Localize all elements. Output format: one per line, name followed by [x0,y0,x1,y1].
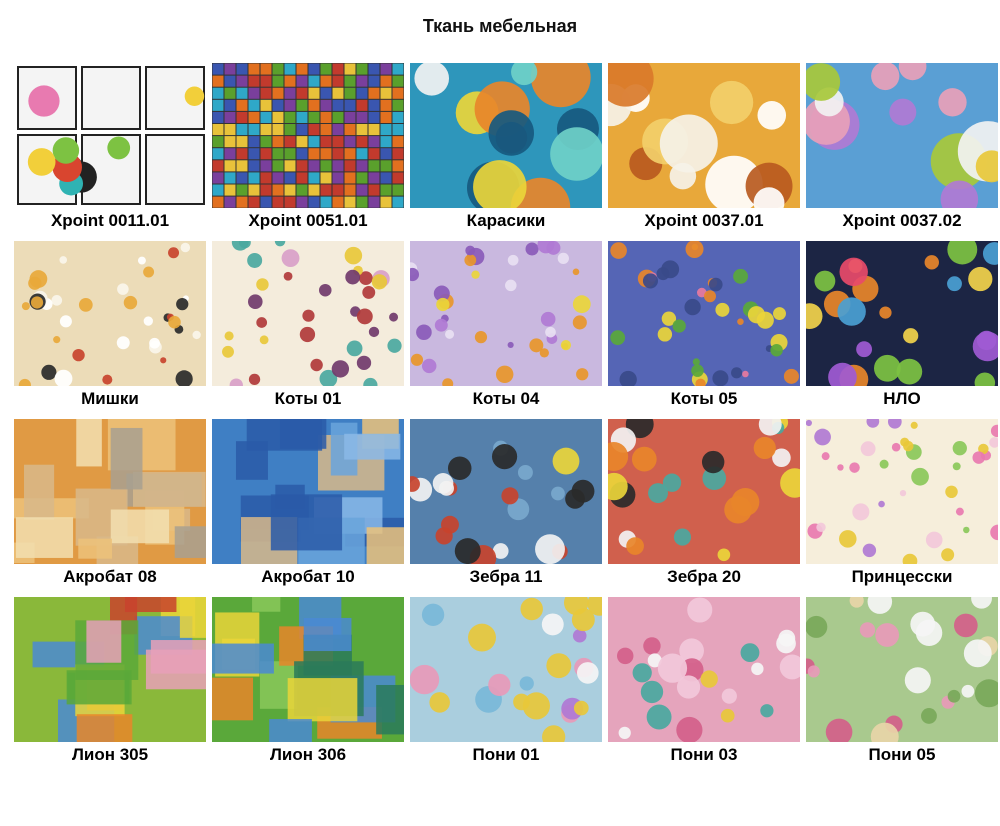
fabric-pattern-patch [212,419,404,564]
fabric-image[interactable] [14,419,206,564]
fabric-image[interactable] [410,597,602,742]
fabric-label: НЛО [883,389,921,408]
fabric-swatch[interactable]: Коты 04 [410,241,602,409]
fabric-label: Коты 05 [670,389,738,408]
fabric-label: Пони 05 [868,745,936,764]
fabric-image[interactable] [608,241,800,386]
fabric-pattern-patch [14,419,206,564]
page-title: Ткань мебельная [422,16,578,36]
fabric-image[interactable] [212,419,404,564]
fabric-swatch[interactable]: Xpoint 0037.01 [608,63,800,231]
fabric-pattern-comic [14,63,206,208]
fabric-image[interactable] [806,241,998,386]
fabric-pattern-print [212,241,404,386]
fabric-image[interactable] [608,63,800,208]
fabric-swatch[interactable]: Акробат 10 [212,419,404,587]
fabric-pattern-print [608,241,800,386]
fabric-label: Акробат 10 [261,567,355,586]
fabric-image[interactable] [14,63,206,208]
fabric-label: Пони 01 [472,745,540,764]
fabric-label: Лион 305 [71,745,149,764]
fabric-label: Мишки [81,389,139,408]
fabric-pattern-print [410,419,602,564]
fabric-swatch[interactable]: НЛО [806,241,998,409]
fabric-pattern-print [806,419,998,564]
fabric-swatch[interactable]: Зебра 20 [608,419,800,587]
fabric-pattern-print [410,597,602,742]
fabric-label: Зебра 20 [667,567,741,586]
fabric-swatch[interactable]: Карасики [410,63,602,231]
fabric-image[interactable] [608,597,800,742]
fabric-pattern-print [806,63,998,208]
fabric-image[interactable] [410,241,602,386]
fabric-label: Пони 03 [670,745,738,764]
fabric-swatch[interactable]: Пони 05 [806,597,998,765]
fabric-swatch[interactable]: Принцесски [806,419,998,587]
fabric-label: Коты 01 [274,389,342,408]
fabric-swatch[interactable]: Лион 306 [212,597,404,765]
fabric-image[interactable] [212,597,404,742]
catalog-page: Ткань мебельная Xpoint 0011.01 Xpoint 005… [0,16,1000,787]
fabric-swatch[interactable]: Коты 01 [212,241,404,409]
fabric-swatch[interactable]: Зебра 11 [410,419,602,587]
fabric-pattern-print [608,419,800,564]
fabric-pattern-weave [212,63,404,208]
fabric-pattern-print [608,63,800,208]
fabric-image[interactable] [410,63,602,208]
fabric-image[interactable] [14,597,206,742]
fabric-image[interactable] [806,597,998,742]
fabric-image[interactable] [14,241,206,386]
fabric-image[interactable] [608,419,800,564]
swatch-grid: Xpoint 0011.01 Xpoint 0051.01 Карасики Xpoi… [0,63,1000,787]
fabric-pattern-print [14,241,206,386]
fabric-swatch[interactable]: Пони 01 [410,597,602,765]
fabric-swatch[interactable]: Пони 03 [608,597,800,765]
fabric-pattern-print [410,241,602,386]
fabric-swatch[interactable]: Xpoint 0051.01 [212,63,404,231]
fabric-label: Xpoint 0037.02 [842,211,962,230]
fabric-image[interactable] [806,63,998,208]
fabric-label: Акробат 08 [63,567,157,586]
fabric-label: Xpoint 0011.01 [50,211,170,230]
fabric-label: Коты 04 [472,389,540,408]
fabric-swatch[interactable]: Мишки [14,241,206,409]
fabric-label: Принцесски [851,567,953,586]
fabric-image[interactable] [212,241,404,386]
fabric-pattern-print [410,63,602,208]
fabric-label: Xpoint 0037.01 [644,211,764,230]
fabric-label: Карасики [466,211,546,230]
fabric-pattern-patch [212,597,404,742]
fabric-swatch[interactable]: Xpoint 0011.01 [14,63,206,231]
fabric-image[interactable] [212,63,404,208]
fabric-label: Xpoint 0051.01 [248,211,368,230]
fabric-swatch[interactable]: Лион 305 [14,597,206,765]
fabric-image[interactable] [806,419,998,564]
fabric-label: Лион 306 [269,745,347,764]
fabric-pattern-patch [14,597,206,742]
fabric-pattern-print [806,241,998,386]
fabric-image[interactable] [410,419,602,564]
fabric-label: Зебра 11 [469,567,543,586]
fabric-swatch[interactable]: Коты 05 [608,241,800,409]
fabric-pattern-print [608,597,800,742]
fabric-swatch[interactable]: Акробат 08 [14,419,206,587]
fabric-swatch[interactable]: Xpoint 0037.02 [806,63,998,231]
fabric-pattern-print [806,597,998,742]
